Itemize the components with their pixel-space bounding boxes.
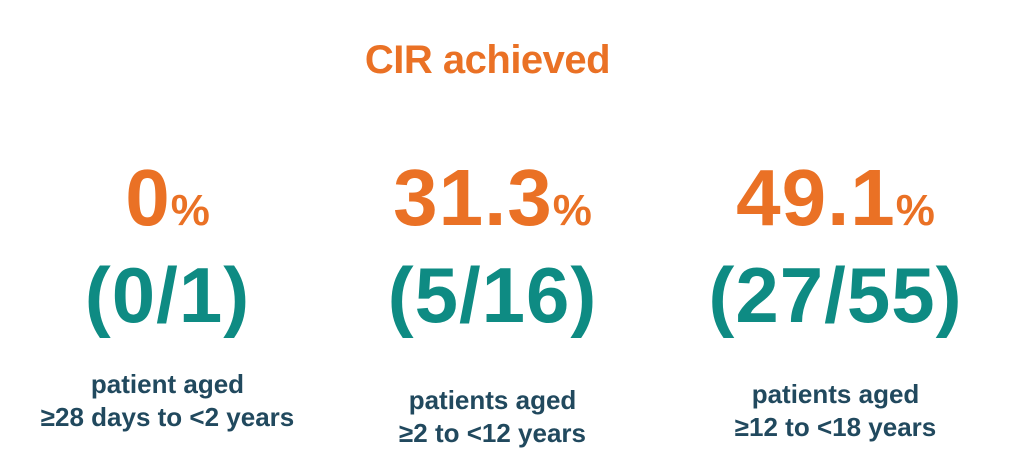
stat-fraction: (0/1) bbox=[84, 251, 251, 339]
chart-title: CIR achieved bbox=[364, 38, 611, 82]
age-group-label-line2: ≥2 to <12 years bbox=[398, 418, 586, 449]
stat-percent: 49.1% bbox=[650, 158, 1021, 238]
stat-fraction: (27/55) bbox=[708, 251, 963, 339]
age-group-label-line2: ≥12 to <18 years bbox=[734, 412, 937, 443]
age-group-column-3: 49.1% (27/55) patients aged ≥12 to <18 y… bbox=[650, 158, 1021, 450]
age-group-label: patients aged ≥2 to <12 years bbox=[335, 384, 650, 450]
percent-sign: % bbox=[552, 186, 592, 235]
age-group-label-line1: patient aged bbox=[90, 369, 245, 399]
stat-percent-value: 31.3 bbox=[393, 153, 553, 242]
age-group-label-line1: patients aged bbox=[408, 385, 577, 415]
age-group-label: patients aged ≥12 to <18 years bbox=[650, 378, 1021, 444]
stat-fraction: (5/16) bbox=[387, 251, 598, 339]
age-group-label: patient aged ≥28 days to <2 years bbox=[0, 368, 335, 434]
stat-percent-value: 49.1 bbox=[736, 153, 896, 242]
stat-percent-value: 0 bbox=[125, 153, 171, 242]
percent-sign: % bbox=[895, 186, 935, 235]
stats-row: 0% (0/1) patient aged ≥28 days to <2 yea… bbox=[0, 158, 1021, 450]
age-group-column-1: 0% (0/1) patient aged ≥28 days to <2 yea… bbox=[0, 158, 335, 450]
percent-sign: % bbox=[170, 186, 210, 235]
age-group-label-line1: patients aged bbox=[751, 379, 920, 409]
age-group-column-2: 31.3% (5/16) patients aged ≥2 to <12 yea… bbox=[335, 158, 650, 450]
stat-percent: 31.3% bbox=[335, 158, 650, 238]
stat-percent: 0% bbox=[0, 158, 335, 238]
age-group-label-line2: ≥28 days to <2 years bbox=[40, 402, 295, 433]
